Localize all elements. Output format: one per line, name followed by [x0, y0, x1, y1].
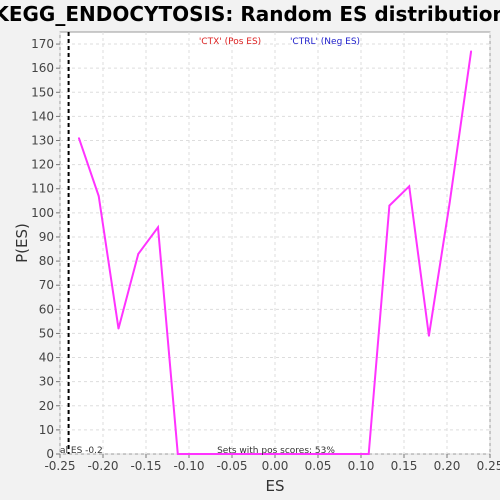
series-point — [176, 453, 179, 455]
y-tick-label: 130 — [31, 134, 54, 148]
y-tick-label: 150 — [31, 85, 54, 99]
series-point — [335, 453, 337, 455]
series-point — [196, 453, 199, 455]
series-point — [408, 185, 411, 188]
series-point — [388, 204, 391, 207]
series-point — [137, 252, 140, 255]
y-tick-label: 0 — [46, 447, 54, 461]
x-tick-label: 0.15 — [391, 459, 418, 473]
x-tick-label: 0.20 — [434, 459, 461, 473]
y-tick-label: 30 — [39, 375, 54, 389]
y-tick-label: 160 — [31, 61, 54, 75]
series-group — [77, 50, 473, 455]
y-tick-label: 40 — [39, 351, 54, 365]
series-point — [367, 453, 370, 455]
y-tick-label: 20 — [39, 399, 54, 413]
x-tick-label: 0.25 — [477, 459, 500, 473]
legend-neg: 'CTRL' (Neg ES) — [290, 37, 360, 47]
pos-scores-annotation: Sets with pos scores: 53% — [217, 446, 335, 456]
y-tick-label: 140 — [31, 109, 54, 123]
y-tick-label: 60 — [39, 302, 54, 316]
chart-title: KEGG_ENDOCYTOSIS: Random ES distribution — [0, 2, 500, 26]
series-point — [117, 327, 120, 330]
x-tick-label: 0.05 — [305, 459, 332, 473]
series-point — [428, 334, 430, 337]
y-tick-label: 120 — [31, 158, 54, 172]
x-tick-label: -0.10 — [173, 459, 204, 473]
series-point — [315, 453, 318, 455]
y-tick-label: 70 — [39, 278, 54, 292]
series-point — [470, 50, 472, 53]
x-tick-label: -0.15 — [130, 459, 161, 473]
series-point — [157, 226, 159, 229]
y-tick-label: 10 — [39, 423, 54, 437]
actual-es-label: al ES -0.2 — [60, 446, 103, 456]
series-point — [78, 137, 80, 140]
x-tick-label: -0.25 — [44, 459, 75, 473]
y-ticks: 0 10 20 30 40 50 60 70 80 90 100 110 120 130 140 150 160… — [31, 37, 60, 461]
series-point — [97, 195, 100, 197]
series-point — [216, 453, 219, 455]
x-ticks: -0.25 -0.20 -0.15 -0.10 -0.05 0.00 0.05 0.10 0.1… — [44, 454, 500, 473]
y-tick-label: 80 — [39, 254, 54, 268]
series-point — [256, 453, 258, 455]
y-tick-label: 170 — [31, 37, 54, 51]
y-tick-label: 110 — [31, 182, 54, 196]
series-point — [448, 202, 451, 205]
x-tick-label: -0.05 — [216, 459, 247, 473]
series-point — [354, 453, 357, 455]
y-tick-label: 90 — [39, 230, 54, 244]
x-tick-label: 0.00 — [262, 459, 289, 473]
y-tick-label: 100 — [31, 206, 54, 220]
x-tick-label: 0.10 — [348, 459, 375, 473]
legend-pos: 'CTX' (Pos ES) — [199, 37, 261, 47]
y-tick-label: 50 — [39, 326, 54, 340]
x-tick-label: -0.20 — [87, 459, 118, 473]
series-point — [275, 453, 278, 455]
series-point — [236, 453, 239, 455]
x-axis-label: ES — [266, 477, 285, 495]
series-point — [295, 453, 298, 455]
y-axis-label: P(ES) — [13, 223, 31, 263]
